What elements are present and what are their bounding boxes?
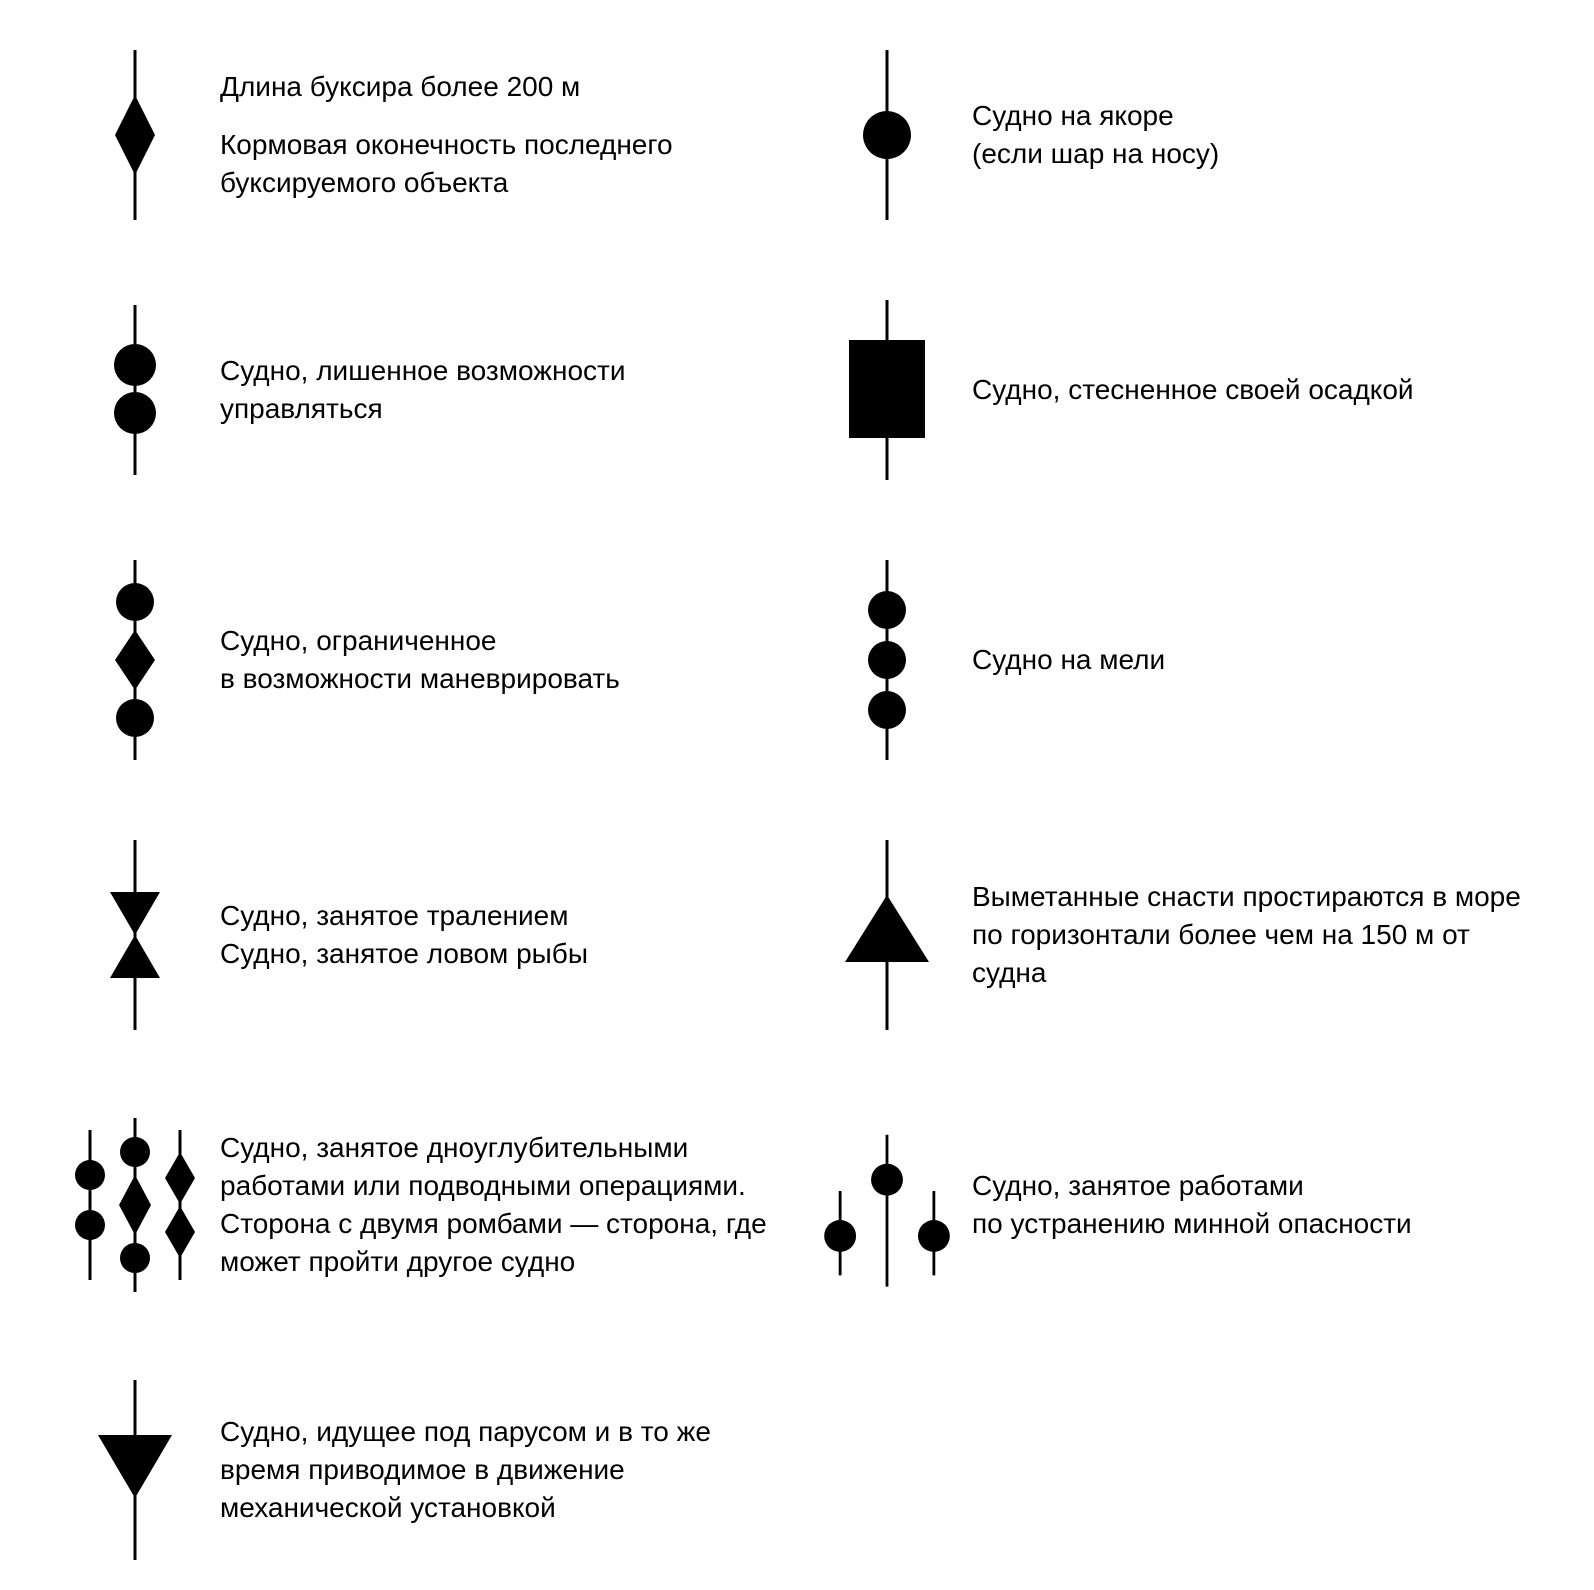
signal-label: Судно на мели: [962, 641, 1165, 679]
two-balls-icon: [60, 305, 210, 475]
ball-diamond-ball-icon: [60, 560, 210, 760]
signal-motor-sailing: Судно, идущее под парусом и в то же врем…: [60, 1380, 782, 1560]
signal-label: Судно, стесненное своей осадкой: [962, 371, 1414, 409]
signal-constrained-draft: Судно, стесненное своей осадкой: [812, 300, 1534, 480]
signal-label: Судно, идущее под парусом и в то же врем…: [210, 1413, 782, 1526]
signal-label: Выметанные снасти простираются в море по…: [962, 878, 1534, 991]
signal-anchored: Судно на якоре(если шар на носу): [812, 50, 1534, 220]
signal-trawling-fishing: Судно, занятое тралениемСудно, занятое л…: [60, 840, 782, 1030]
dredge-group-icon: [60, 1110, 210, 1300]
mine-group-icon: [812, 1110, 962, 1300]
signal-label: Судно, лишенное возможности управляться: [210, 352, 782, 428]
three-balls-icon: [812, 560, 962, 760]
cylinder-icon: [812, 300, 962, 480]
signal-not-under-command: Судно, лишенное возможности управляться: [60, 300, 782, 480]
signal-gear-150m: Выметанные снасти простираются в море по…: [812, 840, 1534, 1030]
signal-label: Длина буксира более 200 м Кормовая оконе…: [210, 68, 782, 201]
ball-icon: [812, 50, 962, 220]
signal-label: Судно, занятое дноуглубительными работам…: [210, 1129, 782, 1280]
signal-grid: Длина буксира более 200 м Кормовая оконе…: [60, 50, 1534, 1560]
signal-aground: Судно на мели: [812, 560, 1534, 760]
signal-label: Судно, занятое тралениемСудно, занятое л…: [210, 897, 588, 973]
diamond-icon: [60, 50, 210, 220]
signal-restricted-maneuver: Судно, ограниченноев возможности маневри…: [60, 560, 782, 760]
signal-dredging: Судно, занятое дноуглубительными работам…: [60, 1110, 782, 1300]
signal-label: Судно, занятое работамипо устранению мин…: [962, 1167, 1412, 1243]
signal-label: Судно, ограниченноев возможности маневри…: [210, 622, 620, 698]
hourglass-icon: [60, 840, 210, 1030]
cone-up-icon: [812, 840, 962, 1030]
signal-mine-clearance: Судно, занятое работамипо устранению мин…: [812, 1110, 1534, 1300]
cone-down-icon: [60, 1380, 210, 1560]
signal-label: Судно на якоре(если шар на носу): [962, 97, 1219, 173]
signal-tow-over-200: Длина буксира более 200 м Кормовая оконе…: [60, 50, 782, 220]
